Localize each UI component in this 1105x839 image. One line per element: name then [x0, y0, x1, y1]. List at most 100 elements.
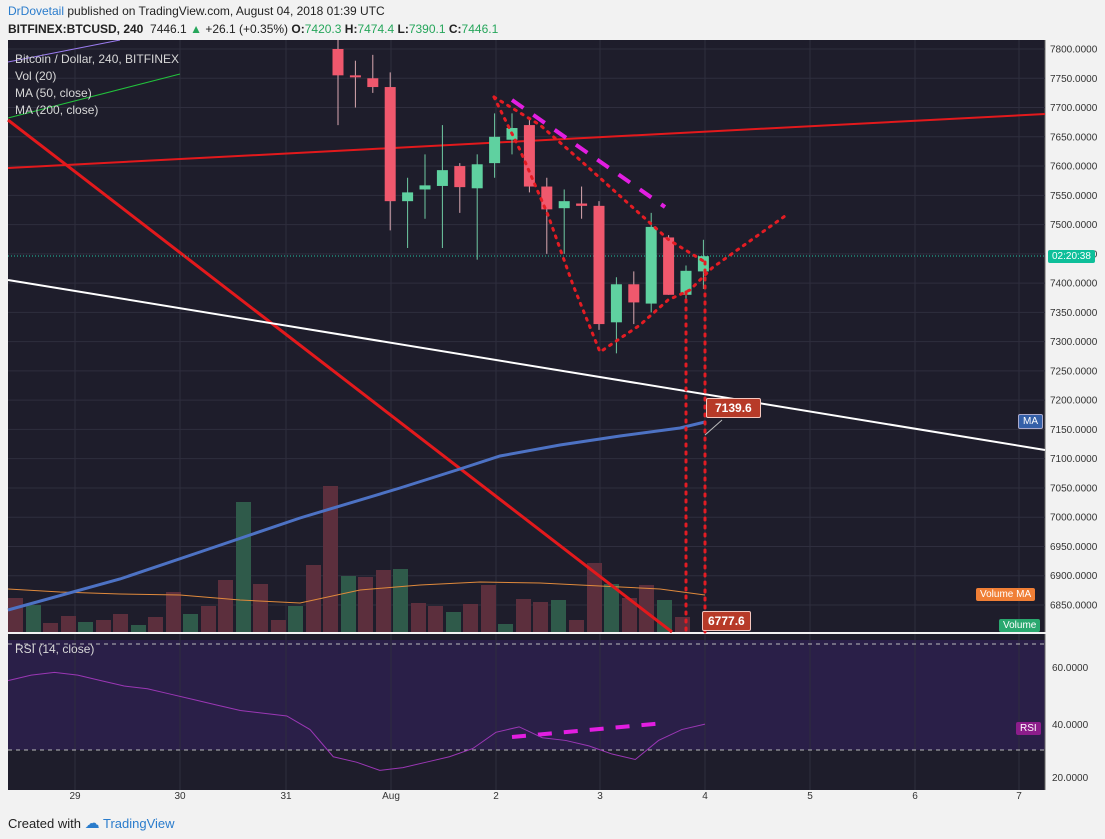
legend-title: Bitcoin / Dollar, 240, BITFINEX: [15, 52, 180, 66]
rsi-tag: RSI: [1016, 722, 1041, 735]
volume-bar: [78, 622, 93, 632]
candle-body: [663, 237, 675, 295]
candle-body: [454, 166, 466, 188]
volume-bar: [253, 584, 268, 632]
volume-bar: [306, 565, 321, 632]
magenta-trend-dash: [510, 98, 667, 209]
falling-trendline: [7, 118, 673, 634]
volume-bar: [675, 617, 690, 632]
volume-bar: [131, 625, 146, 632]
candle-body: [680, 270, 692, 295]
time-tick-label: 30: [174, 791, 186, 802]
high-value: 7474.4: [357, 22, 395, 36]
price-tick-label: 7250.0000: [1050, 366, 1098, 377]
volume-bar: [201, 606, 216, 632]
volume-bar: [358, 577, 373, 632]
symbol-info: BITFINEX:BTCUSD, 240 7446.1 ▲ +26.1 (+0.…: [8, 22, 498, 36]
volume-bar: [61, 616, 76, 632]
price-tick-label: 7150.0000: [1050, 425, 1098, 436]
candle-body: [489, 136, 501, 164]
price-tick-label: 7550.0000: [1050, 191, 1098, 202]
volume-bar: [551, 600, 566, 632]
candle-body: [628, 284, 640, 303]
legend-ma50: MA (50, close): [15, 86, 92, 100]
footer-created: Created with: [8, 816, 81, 831]
candle-body: [593, 205, 605, 325]
volume-bar: [481, 585, 496, 632]
time-tick-label: 7: [1016, 791, 1022, 802]
volume-bar: [516, 599, 531, 632]
low-label: L:: [397, 22, 409, 36]
candle-body: [541, 186, 553, 210]
price-tick-label: 7100.0000: [1050, 454, 1098, 465]
volume-bar: [463, 604, 478, 632]
volume-bar: [271, 620, 286, 632]
candle-body: [384, 87, 396, 202]
time-tick-label: 2: [493, 791, 499, 802]
ma-purple-line: [7, 40, 121, 63]
price-tick-label: 6900.0000: [1050, 571, 1098, 582]
tradingview-link[interactable]: TradingView: [103, 816, 175, 831]
publish-info: DrDovetail published on TradingView.com,…: [8, 4, 385, 18]
last-price: 7446.1: [150, 22, 187, 36]
up-arrow-icon: ▲: [190, 22, 202, 36]
volume-bar: [288, 606, 303, 632]
legend-ma200: MA (200, close): [15, 103, 99, 117]
close-label: C:: [448, 22, 462, 36]
rsi-tick-label: 40.0000: [1052, 720, 1089, 731]
author-link[interactable]: DrDovetail: [8, 4, 65, 18]
time-tick-label: 29: [69, 791, 81, 802]
price-chart[interactable]: 29 30 31 Aug 2 3 4 5 6 7 7800.0000 7750.0000 7700.00…: [0, 40, 1105, 808]
rsi-band-bg: [8, 640, 1045, 750]
volume-bar: [113, 614, 128, 632]
volume-bar: [43, 623, 58, 632]
price-tick-label: 7600.0000: [1050, 162, 1098, 173]
volume-bar: [428, 606, 443, 632]
low-value: 7390.1: [408, 22, 446, 36]
volume-bar: [218, 580, 233, 632]
footer: Created with ☁ TradingView: [8, 814, 175, 832]
candle-body: [558, 201, 570, 209]
support-trendline: [7, 279, 1046, 451]
candle-body: [332, 49, 344, 76]
volume-ma-tag: Volume MA: [976, 588, 1036, 601]
target-price-callout: 6777.6: [702, 611, 751, 631]
volume-bar: [96, 620, 111, 632]
volume-bar: [533, 602, 548, 632]
price-tick-label: 7500.0000: [1050, 220, 1098, 231]
volume-bar: [569, 620, 584, 632]
price-change: +26.1 (+0.35%): [205, 22, 289, 36]
price-tick-label: 7200.0000: [1050, 396, 1098, 407]
volume-bar: [376, 570, 391, 632]
volume-bar: [393, 569, 408, 632]
volume-bar: [446, 612, 461, 632]
legend-rsi: RSI (14, close): [15, 642, 95, 656]
upper-dotted-line: [492, 95, 707, 264]
candle-body: [419, 185, 431, 190]
high-label: H:: [344, 22, 358, 36]
publish-text: published on TradingView.com, August 04,…: [67, 4, 385, 18]
volume-bar: [8, 598, 23, 632]
candle-body: [697, 256, 709, 272]
candle-body: [645, 226, 657, 304]
callout-pointer: [704, 419, 723, 436]
candle-body: [576, 203, 588, 206]
volume-tag: Volume: [999, 619, 1041, 632]
countdown-tag: 02:20:38: [1048, 250, 1095, 263]
open-value: 7420.3: [304, 22, 342, 36]
rsi-line: [7, 671, 706, 771]
close-value: 7446.1: [461, 22, 499, 36]
volume-bar: [639, 585, 654, 632]
ma50-line: [7, 73, 181, 119]
rsi-tick-label: 20.0000: [1052, 773, 1089, 784]
time-tick-label: 31: [280, 791, 292, 802]
candle-body: [367, 78, 379, 88]
price-tick-label: 7650.0000: [1050, 132, 1098, 143]
volume-bar: [498, 624, 513, 632]
time-tick-label: 5: [807, 791, 813, 802]
candle-body: [610, 284, 622, 323]
tradingview-cloud-icon: ☁: [84, 815, 100, 832]
price-tick-label: 6850.0000: [1050, 601, 1098, 612]
volume-bar: [236, 502, 251, 632]
open-label: O:: [291, 22, 305, 36]
